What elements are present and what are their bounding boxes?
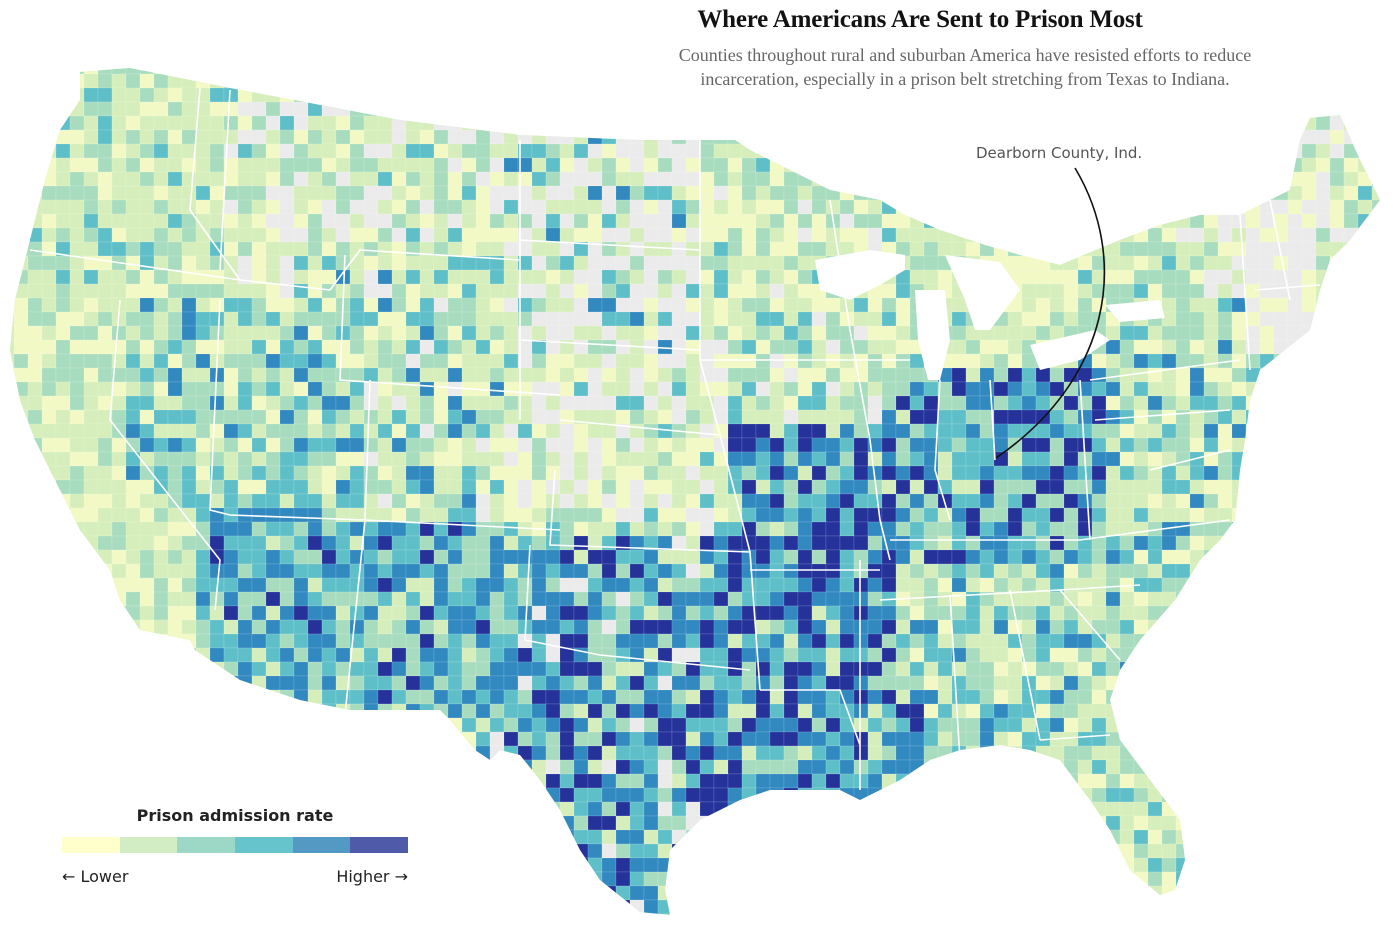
legend-labels: ← Lower Higher → (62, 867, 408, 886)
chart-subtitle: Counties throughout rural and suburban A… (600, 43, 1330, 91)
color-legend: Prison admission rate ← Lower Higher → (62, 806, 409, 886)
subtitle-line-1: Counties throughout rural and suburban A… (678, 45, 1252, 65)
chart-title: Where Americans Are Sent to Prison Most (697, 6, 1143, 33)
great-lakes (815, 250, 1165, 380)
annotation-leader-line (995, 167, 1106, 459)
legend-swatch-6 (350, 837, 409, 853)
legend-color-bar (62, 837, 409, 853)
legend-swatch-2 (119, 837, 178, 853)
subtitle-line-2: incarceration, especially in a prison be… (700, 69, 1230, 89)
annotation-label: Dearborn County, Ind. (976, 144, 1143, 162)
legend-low-label: ← Lower (62, 867, 129, 886)
legend-swatch-1 (62, 837, 120, 853)
state-borders (29, 87, 1321, 790)
legend-swatch-4 (235, 837, 293, 853)
legend-swatch-3 (177, 837, 236, 853)
legend-title: Prison admission rate (136, 806, 334, 825)
legend-high-label: Higher → (336, 867, 408, 886)
legend-swatch-5 (292, 837, 351, 853)
